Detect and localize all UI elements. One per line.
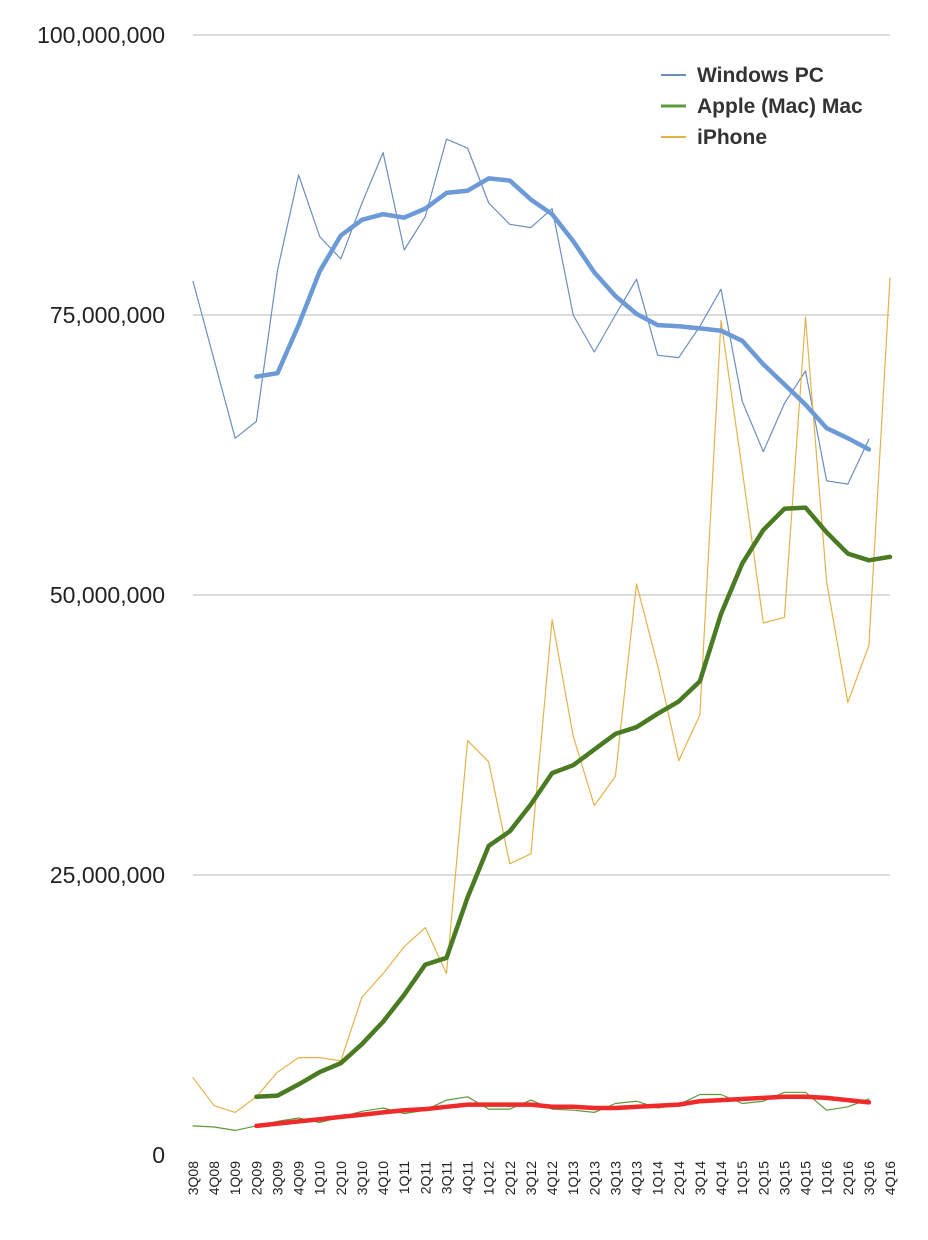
x-tick-label: 2Q10 [333, 1161, 349, 1195]
x-tick-label: 3Q08 [185, 1161, 201, 1195]
legend: Windows PC Apple (Mac) Mac iPhone [661, 64, 863, 149]
trend-line [254, 1094, 872, 1129]
x-tick-label: 4Q11 [460, 1161, 476, 1194]
x-tick-label: 3Q11 [438, 1161, 454, 1194]
x-tick-label: 1Q11 [396, 1161, 412, 1194]
x-tick-label: 4Q09 [291, 1161, 307, 1195]
x-tick-label: 3Q15 [776, 1161, 792, 1195]
x-tick-label: 4Q14 [713, 1161, 729, 1195]
trend-line [254, 176, 872, 452]
y-tick-label: 50,000,000 [50, 582, 165, 608]
x-tick-label: 3Q13 [607, 1161, 623, 1195]
x-tick-label: 1Q16 [819, 1161, 835, 1195]
x-tick-label: 2Q12 [502, 1161, 518, 1195]
x-tick-label: 1Q15 [734, 1161, 750, 1195]
plot-area [192, 138, 891, 1132]
x-tick-label: 1Q12 [481, 1161, 497, 1195]
x-tick-label: 2Q14 [671, 1161, 687, 1195]
x-tick-label: 4Q12 [544, 1161, 560, 1195]
y-tick-label: 0 [152, 1142, 165, 1168]
legend-label: Apple (Mac) Mac [697, 95, 863, 118]
legend-label: Windows PC [697, 64, 824, 87]
gridlines [193, 34, 890, 876]
x-tick-label: 1Q13 [565, 1161, 581, 1195]
trend-line [254, 505, 893, 1100]
x-tick-label: 2Q16 [840, 1161, 856, 1195]
y-tick-label: 25,000,000 [50, 862, 165, 888]
y-tick-label: 100,000,000 [37, 22, 165, 48]
x-tick-label: 1Q14 [650, 1161, 666, 1195]
x-tick-label: 3Q10 [354, 1161, 370, 1195]
series-line [192, 277, 891, 1114]
x-tick-label: 4Q16 [882, 1161, 898, 1195]
legend-label: iPhone [697, 126, 767, 149]
x-tick-label: 2Q11 [417, 1161, 433, 1194]
x-tick-label: 4Q10 [375, 1161, 391, 1195]
x-tick-label: 1Q09 [227, 1161, 243, 1195]
x-tick-label: 1Q10 [312, 1161, 328, 1195]
x-tick-label: 3Q16 [861, 1161, 877, 1195]
x-tick-label: 2Q13 [586, 1161, 602, 1195]
series-line [192, 138, 870, 485]
y-tick-label: 75,000,000 [50, 302, 165, 328]
x-tick-label: 3Q09 [269, 1161, 285, 1195]
x-tick-label: 4Q15 [798, 1161, 814, 1195]
y-axis: 0 25,000,000 50,000,000 75,000,000 100,000,0… [37, 22, 165, 1168]
x-tick-label: 3Q14 [692, 1161, 708, 1195]
x-tick-label: 4Q13 [629, 1161, 645, 1195]
trend-lines [254, 176, 893, 1129]
x-tick-label: 3Q12 [523, 1161, 539, 1195]
x-axis: 3Q08 4Q08 1Q09 2Q09 3Q09 4Q09 1Q10 2Q10 3Q10 4Q10… [185, 1161, 898, 1195]
x-tick-label: 2Q09 [248, 1161, 264, 1195]
x-tick-label: 2Q15 [755, 1161, 771, 1195]
x-tick-label: 4Q08 [206, 1161, 222, 1195]
